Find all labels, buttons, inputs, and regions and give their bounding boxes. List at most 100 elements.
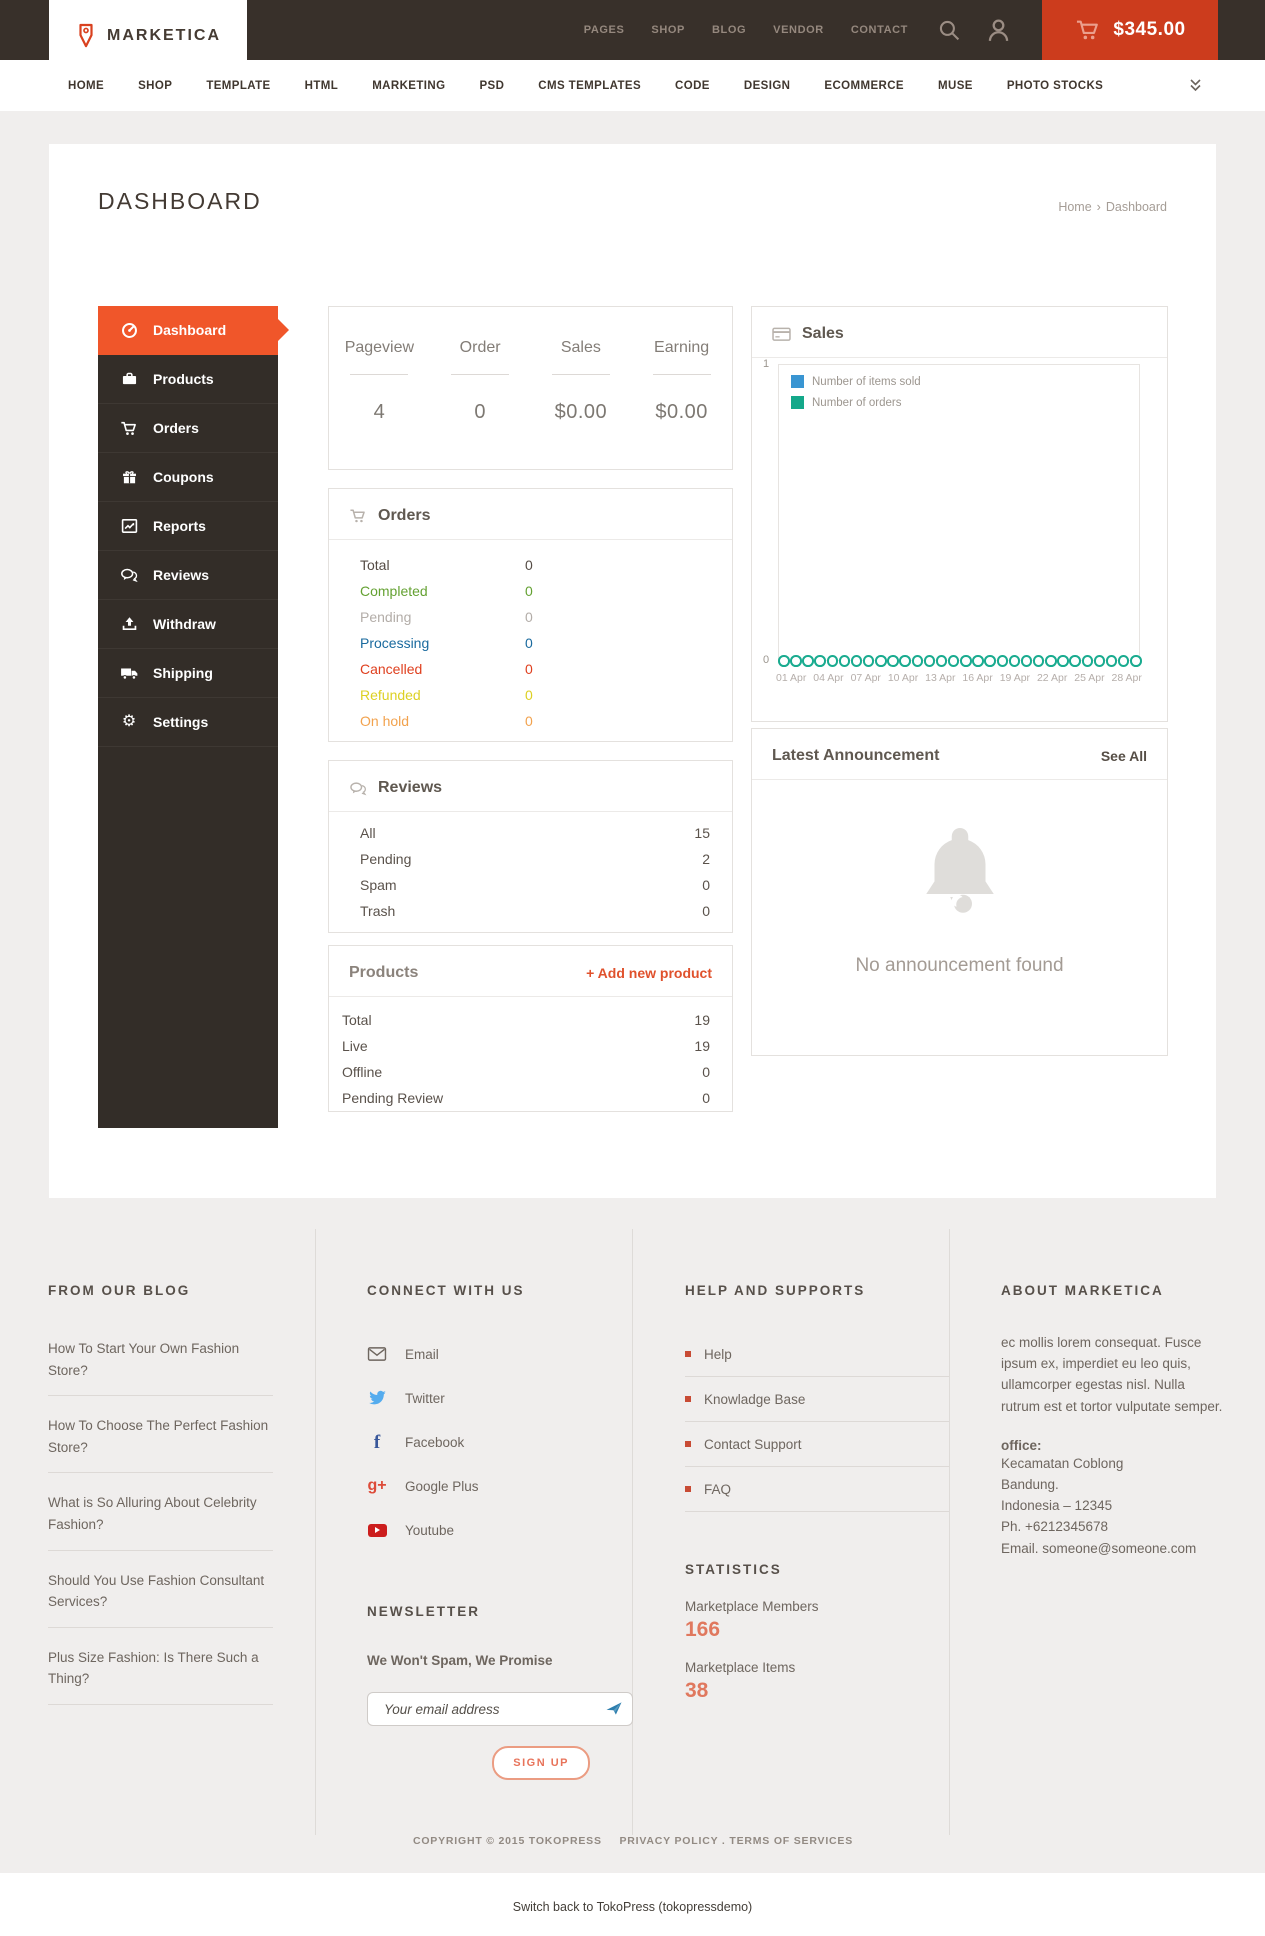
sign-up-button[interactable]: SIGN UP	[492, 1746, 590, 1780]
main-nav-code[interactable]: CODE	[675, 79, 710, 92]
main-nav-home[interactable]: HOME	[68, 79, 105, 92]
review-filter-link[interactable]: Trash	[360, 903, 396, 919]
sidebar-item-reviews[interactable]: Reviews	[98, 551, 278, 600]
data-point	[1130, 655, 1142, 667]
cart-total: $345.00	[1113, 19, 1186, 40]
divider	[329, 811, 732, 812]
blog-post-link[interactable]: How To Choose The Perfect Fashion Store?	[48, 1409, 273, 1474]
blog-post-link[interactable]: How To Start Your Own Fashion Store?	[48, 1332, 273, 1397]
main-nav-psd[interactable]: PSD	[479, 79, 505, 92]
add-new-product-link[interactable]: + Add new product	[586, 965, 712, 981]
data-point	[1020, 655, 1033, 667]
blog-post-link[interactable]: Plus Size Fashion: Is There Such a Thing…	[48, 1641, 273, 1705]
help-link[interactable]: FAQ	[685, 1467, 949, 1512]
order-status-link[interactable]: Pending	[360, 609, 412, 625]
data-point	[1105, 655, 1118, 667]
product-filter-link[interactable]: Pending Review	[342, 1090, 444, 1106]
order-status-link[interactable]: On hold	[360, 713, 410, 729]
switch-back-link[interactable]: Switch back to TokoPress (tokopressdemo)	[512, 1900, 753, 1914]
help-link[interactable]: Contact Support	[685, 1422, 949, 1467]
divider	[451, 374, 510, 375]
data-point	[923, 655, 936, 667]
order-status-link[interactable]: Total	[360, 557, 390, 573]
main-nav-muse[interactable]: MUSE	[938, 79, 973, 92]
comments-icon	[349, 781, 367, 796]
chart-plot-area: Number of items sold Number of orders	[778, 364, 1140, 661]
data-point	[814, 655, 826, 667]
breadcrumb-separator: ›	[1096, 200, 1101, 214]
blog-post-link[interactable]: What is So Alluring About Celebrity Fash…	[48, 1486, 273, 1551]
bell-icon	[912, 822, 1008, 924]
user-icon[interactable]	[987, 18, 1010, 42]
product-filter-link[interactable]: Total	[342, 1012, 372, 1028]
connect-facebook-link[interactable]: f Facebook	[367, 1420, 632, 1464]
main-nav-marketing[interactable]: MARKETING	[372, 79, 446, 92]
switch-back-bar: Switch back to TokoPress (tokopressdemo)	[0, 1873, 1265, 1936]
brand-tag-icon	[75, 23, 97, 49]
dot-separator: .	[721, 1835, 726, 1847]
main-nav-design[interactable]: DESIGN	[743, 79, 791, 92]
main-nav-photo-stocks[interactable]: PHOTO STOCKS	[1006, 79, 1104, 92]
cart-button[interactable]: $345.00	[1042, 0, 1218, 60]
sidebar-item-settings[interactable]: ⚙ Settings	[98, 698, 278, 747]
see-all-link[interactable]: See All	[1100, 748, 1147, 764]
terms-link[interactable]: TERMS OF SERVICES	[729, 1835, 854, 1847]
order-status-link[interactable]: Completed	[360, 583, 428, 599]
about-text: ec mollis lorem consequat. Fusce ipsum e…	[1001, 1335, 1223, 1414]
top-nav-contact[interactable]: CONTACT	[850, 24, 908, 36]
main-nav-ecommerce[interactable]: ECOMMERCE	[824, 79, 905, 92]
sales-panel: Sales 1 0 Number of items sold	[751, 306, 1168, 722]
marketplace-items-value: 38	[685, 1679, 709, 1702]
breadcrumb-home-link[interactable]: Home	[1058, 200, 1092, 214]
gift-icon	[119, 469, 139, 486]
order-status-link[interactable]: Refunded	[360, 687, 421, 703]
product-row-live: Live 19	[342, 1033, 710, 1059]
search-icon[interactable]	[938, 19, 961, 42]
top-nav-blog[interactable]: BLOG	[711, 24, 747, 36]
newsletter-email-input[interactable]	[367, 1692, 633, 1726]
order-status-link[interactable]: Cancelled	[360, 661, 423, 677]
connect-google-plus-link[interactable]: g+ Google Plus	[367, 1464, 632, 1508]
main-nav-template[interactable]: TEMPLATE	[206, 79, 271, 92]
sidebar-item-label: Products	[153, 371, 214, 387]
connect-email-link[interactable]: Email	[367, 1332, 632, 1376]
help-link[interactable]: Knowladge Base	[685, 1377, 949, 1422]
review-filter-link[interactable]: Spam	[360, 877, 397, 893]
data-point	[984, 655, 996, 667]
stat-label: Sales	[560, 339, 601, 356]
connect-twitter-link[interactable]: Twitter	[367, 1376, 632, 1420]
marketplace-members-value: 166	[685, 1618, 721, 1641]
product-filter-link[interactable]: Live	[342, 1038, 368, 1054]
stat-value: $0.00	[554, 401, 608, 423]
sidebar-item-withdraw[interactable]: Withdraw	[98, 600, 278, 649]
top-nav-vendor[interactable]: VENDOR	[773, 24, 824, 36]
privacy-policy-link[interactable]: PRIVACY POLICY	[619, 1835, 719, 1847]
sidebar-item-coupons[interactable]: Coupons	[98, 453, 278, 502]
cart-icon	[119, 420, 139, 437]
send-icon[interactable]	[605, 1701, 623, 1716]
sidebar-item-reports[interactable]: Reports	[98, 502, 278, 551]
chart-x-ticks: 01 Apr 04 Apr 07 Apr 10 Apr 13 Apr 16 Apr 19 A…	[776, 672, 1142, 684]
main-nav-html[interactable]: HTML	[304, 79, 339, 92]
brand-logo[interactable]: MARKETICA	[49, 0, 247, 72]
review-filter-link[interactable]: Pending	[360, 851, 412, 867]
sidebar-item-products[interactable]: Products	[98, 355, 278, 404]
order-count: 0	[525, 661, 533, 677]
sidebar-item-orders[interactable]: Orders	[98, 404, 278, 453]
top-nav-pages[interactable]: PAGES	[583, 24, 625, 36]
sidebar-item-shipping[interactable]: Shipping	[98, 649, 278, 698]
main-nav-shop[interactable]: SHOP	[138, 79, 173, 92]
chevron-down-icon[interactable]	[1188, 77, 1203, 93]
main-nav-cms-templates[interactable]: CMS TEMPLATES	[538, 79, 642, 92]
help-link[interactable]: Help	[685, 1332, 949, 1377]
connect-youtube-link[interactable]: Youtube	[367, 1508, 632, 1552]
blog-post-link[interactable]: Should You Use Fashion Consultant Servic…	[48, 1564, 273, 1628]
order-status-link[interactable]: Processing	[360, 635, 430, 651]
divider	[551, 374, 610, 375]
x-tick-label: 19 Apr	[999, 672, 1031, 684]
bullet-icon	[685, 1351, 691, 1357]
top-nav-shop[interactable]: SHOP	[651, 24, 685, 36]
product-filter-link[interactable]: Offline	[342, 1064, 383, 1080]
review-filter-link[interactable]: All	[360, 825, 376, 841]
sidebar-item-dashboard[interactable]: Dashboard	[98, 306, 278, 355]
